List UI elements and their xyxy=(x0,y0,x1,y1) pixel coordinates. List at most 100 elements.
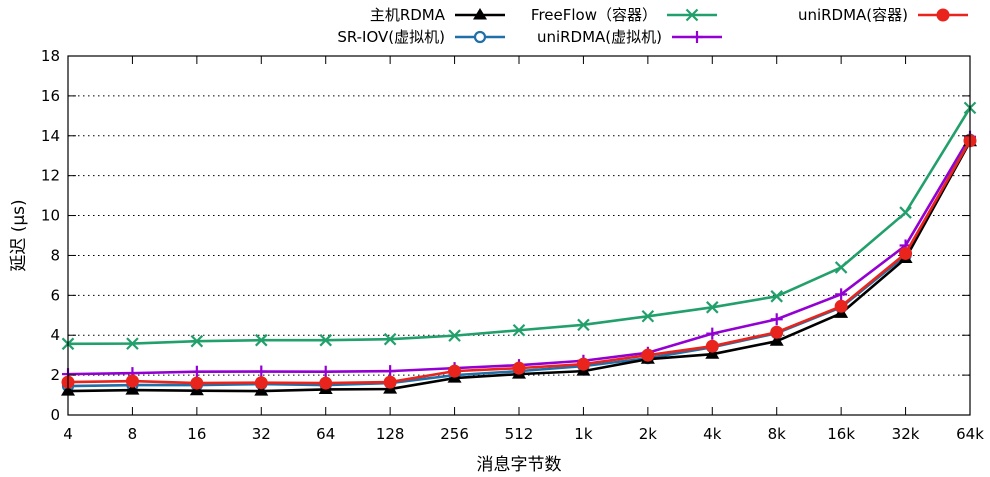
legend-swatch-marker xyxy=(473,30,487,44)
data-point xyxy=(190,334,204,348)
y-tick-label: 14 xyxy=(41,127,60,145)
series-line xyxy=(67,139,972,388)
y-tick-label: 4 xyxy=(50,326,60,344)
x-tick-label: 8 xyxy=(128,425,138,443)
y-tick-label: 10 xyxy=(41,207,60,225)
legend-label: uniRDMA(容器) xyxy=(798,6,908,24)
x-tick-label: 16 xyxy=(187,425,206,443)
grid-lines xyxy=(68,95,970,376)
legend-swatch-marker xyxy=(691,31,703,43)
data-point xyxy=(834,261,848,274)
marker-stroke xyxy=(512,323,526,337)
legend-label: SR-IOV(虚拟机) xyxy=(337,28,445,46)
data-point xyxy=(706,327,719,340)
legend-item-4: uniRDMA(容器) xyxy=(798,6,968,24)
data-point xyxy=(125,383,140,395)
x-tick-label: 512 xyxy=(505,425,534,443)
series-line xyxy=(67,140,972,385)
marker-stroke xyxy=(899,206,912,219)
data-point xyxy=(319,376,333,390)
data-point xyxy=(383,332,397,346)
data-point xyxy=(770,313,783,326)
data-point xyxy=(899,206,912,219)
data-point xyxy=(706,301,719,314)
legend-label: 主机RDMA xyxy=(370,6,446,24)
x-tick-label: 32 xyxy=(252,425,271,443)
y-tick-label: 12 xyxy=(41,167,60,185)
legend-swatch-marker xyxy=(936,8,950,22)
legend-item-0: 主机RDMA xyxy=(370,6,505,24)
legend: 主机RDMA SR-IOV(虚拟机) FreeFlow（容器） uniRDMA(虚拟机… xyxy=(337,6,968,46)
x-tick-label: 16k xyxy=(827,425,855,443)
series-4 xyxy=(61,134,977,390)
marker-stroke xyxy=(834,261,848,274)
x-axis-label: 消息字节数 xyxy=(477,455,562,475)
data-point xyxy=(641,309,655,323)
marker-stroke xyxy=(126,337,139,350)
data-point xyxy=(770,325,784,339)
series-layer xyxy=(61,101,977,396)
data-point xyxy=(384,365,397,378)
marker-stroke xyxy=(685,8,699,22)
marker-stroke xyxy=(706,301,719,314)
y-tick-label: 16 xyxy=(41,87,60,105)
x-tick-label: 256 xyxy=(440,425,469,443)
legend-label: FreeFlow（容器） xyxy=(531,6,657,24)
y-tick-label: 2 xyxy=(50,366,60,384)
legend-swatch-marker xyxy=(473,8,487,20)
legend-swatch-marker xyxy=(685,8,699,22)
data-point xyxy=(512,361,526,375)
data-point xyxy=(383,375,397,389)
legend-item-2: FreeFlow（容器） xyxy=(531,6,717,24)
x-tick-label: 64 xyxy=(316,425,335,443)
data-point xyxy=(448,329,461,342)
x-tick-label: 64k xyxy=(956,425,984,443)
data-point xyxy=(641,348,655,362)
data-point xyxy=(769,334,784,346)
marker-stroke xyxy=(319,333,332,347)
data-point xyxy=(190,365,203,378)
y-tick-label: 0 xyxy=(50,406,60,424)
data-point xyxy=(126,337,139,350)
x-tick-label: 4k xyxy=(703,425,722,443)
x-tick-label: 1k xyxy=(574,425,593,443)
y-tick-label: 18 xyxy=(41,47,60,65)
y-axis-label: 延迟 (μs) xyxy=(9,199,29,271)
x-tick-label: 32k xyxy=(892,425,920,443)
data-point xyxy=(254,376,268,390)
marker-stroke xyxy=(255,333,268,347)
y-tick-label: 6 xyxy=(50,286,60,304)
marker-stroke xyxy=(383,332,397,346)
data-point xyxy=(577,318,590,332)
marker-stroke xyxy=(770,290,783,303)
x-tick-label: 128 xyxy=(376,425,405,443)
data-point xyxy=(255,365,268,378)
legend-label: uniRDMA(虚拟机) xyxy=(537,28,662,46)
x-tick-label: 4 xyxy=(63,425,73,443)
marker-stroke xyxy=(448,329,461,342)
data-point xyxy=(319,365,332,378)
data-point xyxy=(705,339,719,353)
data-point xyxy=(576,357,590,371)
data-point xyxy=(255,333,268,347)
axis-ticks: 0 2 4 6 8 10 12 14 16 18 4 8 16 32 64 128 256 512 1k 2k 4k 8k… xyxy=(41,47,984,443)
marker-stroke xyxy=(577,318,590,332)
data-point xyxy=(512,323,526,337)
data-point xyxy=(448,364,462,378)
legend-item-1: SR-IOV(虚拟机) xyxy=(337,28,505,46)
series-2 xyxy=(61,101,977,351)
legend-item-3: uniRDMA(虚拟机) xyxy=(537,28,722,46)
x-tick-label: 2k xyxy=(639,425,658,443)
data-point xyxy=(835,288,848,301)
marker-stroke xyxy=(190,334,204,348)
data-point xyxy=(770,290,783,303)
data-point xyxy=(319,333,332,347)
marker-stroke xyxy=(641,309,655,323)
data-point xyxy=(190,376,204,390)
y-tick-label: 8 xyxy=(50,246,60,264)
data-point xyxy=(705,347,720,359)
data-point xyxy=(834,299,848,313)
data-point xyxy=(899,246,913,260)
x-tick-label: 8k xyxy=(768,425,787,443)
